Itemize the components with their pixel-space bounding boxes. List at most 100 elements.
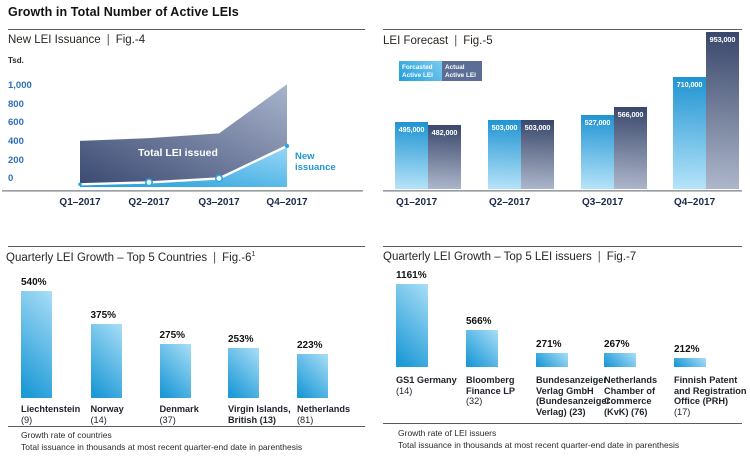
y-tick-label: 400 (8, 135, 24, 147)
category-label-line: Finnish Patent (674, 375, 738, 385)
fig5-fig-label: Fig.-5 (463, 35, 493, 47)
legend-line: Actual (445, 64, 465, 71)
divider (383, 29, 742, 30)
actual-bar-Q3–2017: 566,000 (614, 107, 647, 189)
category-label: Bundesanzeiger Verlag GmbH (Bundesanzeiger… (536, 375, 610, 417)
category-label-line: Norway (90, 404, 124, 414)
bar-value-label: 503,000 (491, 123, 518, 133)
category-label-line: (Bundesanzeiger (536, 396, 611, 406)
fig7-bar-chart: 1161% GS1 Germany (14) 566% Bloomberg Finance… (383, 269, 747, 417)
bar-value-label: 503,000 (524, 123, 551, 133)
category-label-line: British (13) (228, 414, 276, 425)
legend-actual-active-lei: Actual Active LEI (442, 61, 482, 81)
fig6-title-text: Quarterly LEI Growth – Top 5 Countries (6, 251, 208, 264)
category-label: Liechtenstein (9) (21, 404, 80, 425)
separator: | (597, 251, 601, 263)
percent-label: 1161% (396, 269, 427, 281)
percent-label: 540% (21, 277, 47, 289)
category-label-line: Netherlands (604, 375, 658, 385)
fig4-area-chart: Total LEI issued (78, 84, 290, 187)
category-label-line: GS1 Germany (396, 375, 457, 385)
x-tick-label: Q4–2017 (266, 197, 308, 208)
percent-label: 566% (466, 316, 492, 328)
legend-line: Active LEI (445, 72, 476, 79)
category-label-line: (32) (466, 396, 483, 406)
fig4-unit-label: Tsd. (8, 56, 24, 65)
percent-label: 271% (536, 339, 562, 351)
forecasted-bar-Q2–2017: 503,000 (488, 120, 521, 189)
growth-bar-Bloomberg (466, 330, 498, 367)
marker-dot (78, 182, 82, 187)
category-label-line: Finance LP (466, 385, 516, 396)
page-title: Growth in Total Number of Active LEIs (8, 5, 239, 19)
actual-bar-Q2–2017: 503,000 (521, 120, 554, 189)
category-label-line: (9) (21, 414, 33, 425)
category-label-line: (KvK) (76) (604, 406, 648, 417)
category-label-line: Bloomberg (466, 375, 515, 385)
category-label-line: Chamber of (604, 385, 656, 396)
actual-bar-Q1–2017: 482,000 (428, 124, 461, 189)
fig7-title-text: Quarterly LEI Growth – Top 5 LEI issuers (383, 251, 592, 263)
growth-bar-Norway (90, 323, 122, 398)
category-label: Netherlands (81) (297, 404, 350, 425)
total-lei-issued-area (80, 84, 287, 185)
forecasted-bar-Q1–2017: 495,000 (395, 122, 428, 189)
fig7-footnote: Growth rate of LEI issuers (398, 428, 497, 438)
forecasted-bar-Q3–2017: 527,000 (581, 115, 614, 189)
divider (8, 426, 365, 427)
divider (383, 423, 742, 424)
x-tick-label: Q3–2017 (198, 197, 240, 208)
bar-value-label: 710,000 (676, 80, 703, 90)
bar-value-label: 566,000 (617, 110, 644, 120)
legend-forecasted-active-lei: Forcasted Active LEI (399, 61, 442, 81)
area-series-label: Total LEI issued (138, 147, 218, 159)
marker-dot (215, 174, 224, 183)
percent-label: 212% (674, 343, 700, 355)
category-label-line: Verlag GmbH (536, 385, 594, 396)
actual-bar-Q4–2017: 953,000 (706, 32, 739, 189)
fig6-footnote: Growth rate of countries (21, 430, 112, 440)
percent-label: 223% (297, 339, 323, 351)
marker-dot (284, 143, 290, 149)
bar-value-label: 953,000 (709, 35, 736, 44)
divider (8, 29, 365, 30)
growth-bar-Bundesanzeiger (536, 353, 568, 367)
y-tick-label: 800 (8, 98, 24, 110)
x-tick-label: Q1–2017 (59, 197, 101, 208)
x-tick-label: Q4–2017 (674, 197, 716, 208)
category-label: Bloomberg Finance LP (32) (466, 375, 515, 407)
category-label-line: Netherlands (297, 404, 351, 414)
fig7-fig-label: Fig.-7 (606, 251, 637, 263)
fig6-title: Quarterly LEI Growth – Top 5 Countries | F… (6, 251, 255, 264)
fig5-legend: Forcasted Active LEI Actual Active LEI (399, 61, 482, 81)
category-label-line: (14) (396, 385, 413, 396)
fig4-fig-label: Fig.-4 (115, 34, 146, 46)
growth-bar-GS1 Germany (396, 283, 428, 367)
fig7-footnote: Total issuance in thousands at most rece… (398, 440, 680, 450)
fig6-bar-chart: 540% Liechtenstein (9) 375% Norway (14) 275% De… (8, 270, 365, 425)
fig5-title: LEI Forecast | Fig.-5 (383, 35, 493, 47)
category-label-line: Office (PRH) (674, 396, 729, 406)
percent-label: 267% (604, 339, 630, 351)
category-label-line: Virgin Islands, (228, 404, 291, 414)
new-issuance-line (79, 144, 288, 186)
x-tick-label: Q2–2017 (489, 197, 531, 208)
fig7-title: Quarterly LEI Growth – Top 5 LEI issuers… (383, 251, 636, 263)
category-label-line: Denmark (159, 404, 199, 414)
category-label-line: (37) (159, 414, 176, 425)
growth-bar-Finnish Patent (674, 357, 706, 367)
legend-line: Forcasted (402, 64, 433, 71)
growth-bar-Netherlands (604, 353, 636, 367)
category-label: Norway (14) (91, 404, 124, 425)
bar-value-label: 495,000 (398, 125, 425, 135)
new-issuance-area (80, 146, 287, 187)
x-tick-label: Q1–2017 (396, 197, 438, 208)
divider (383, 246, 742, 247)
fig5-x-axis (383, 190, 742, 192)
category-label: Netherlands Chamber of Commerce (KvK) (76) (604, 375, 657, 417)
x-tick-label: Q3–2017 (582, 197, 624, 208)
growth-bar-Netherlands (297, 353, 328, 398)
category-label-line: (14) (90, 414, 107, 425)
fig5-bar-chart: 495,000 482,000 503,000 503,000 527,000 566,0… (383, 30, 742, 189)
